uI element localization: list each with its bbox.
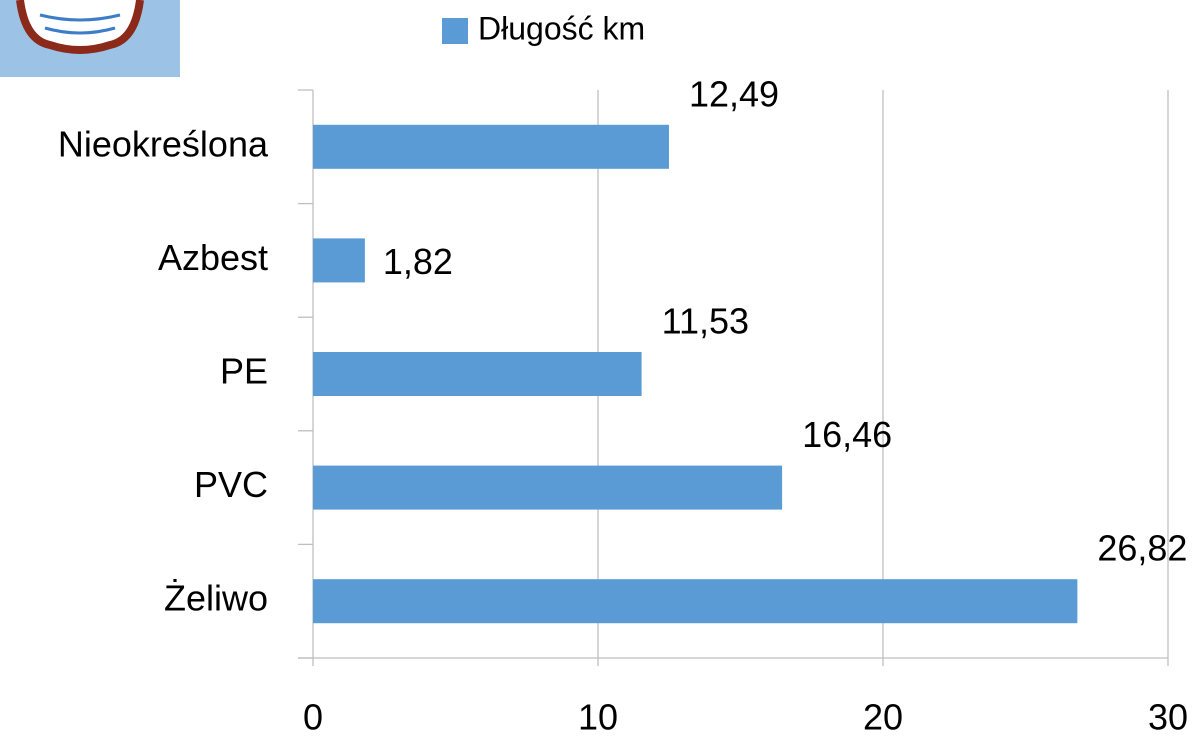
bar	[313, 352, 642, 396]
y-tick-label: Azbest	[158, 237, 268, 278]
y-tick-label: Nieokreślona	[58, 123, 269, 164]
y-tick-label: PE	[220, 351, 268, 392]
data-label: 26,82	[1097, 528, 1187, 569]
x-tick-label: 20	[863, 697, 903, 738]
data-label: 12,49	[689, 73, 779, 114]
bar	[313, 124, 669, 169]
bar	[313, 465, 783, 510]
bar	[313, 238, 365, 283]
data-label: 1,82	[383, 241, 453, 282]
data-label: 11,53	[662, 301, 749, 342]
x-tick-label: 10	[578, 697, 618, 738]
legend-swatch	[442, 18, 468, 44]
data-label: 16,46	[802, 414, 892, 455]
x-tick-label: 30	[1148, 697, 1188, 738]
logo	[0, 0, 180, 77]
y-tick-label: PVC	[194, 464, 268, 505]
y-tick-label: Żeliwo	[164, 578, 268, 619]
x-tick-label: 0	[303, 697, 323, 738]
bar	[313, 579, 1078, 624]
legend-label: Długość km	[478, 10, 645, 46]
